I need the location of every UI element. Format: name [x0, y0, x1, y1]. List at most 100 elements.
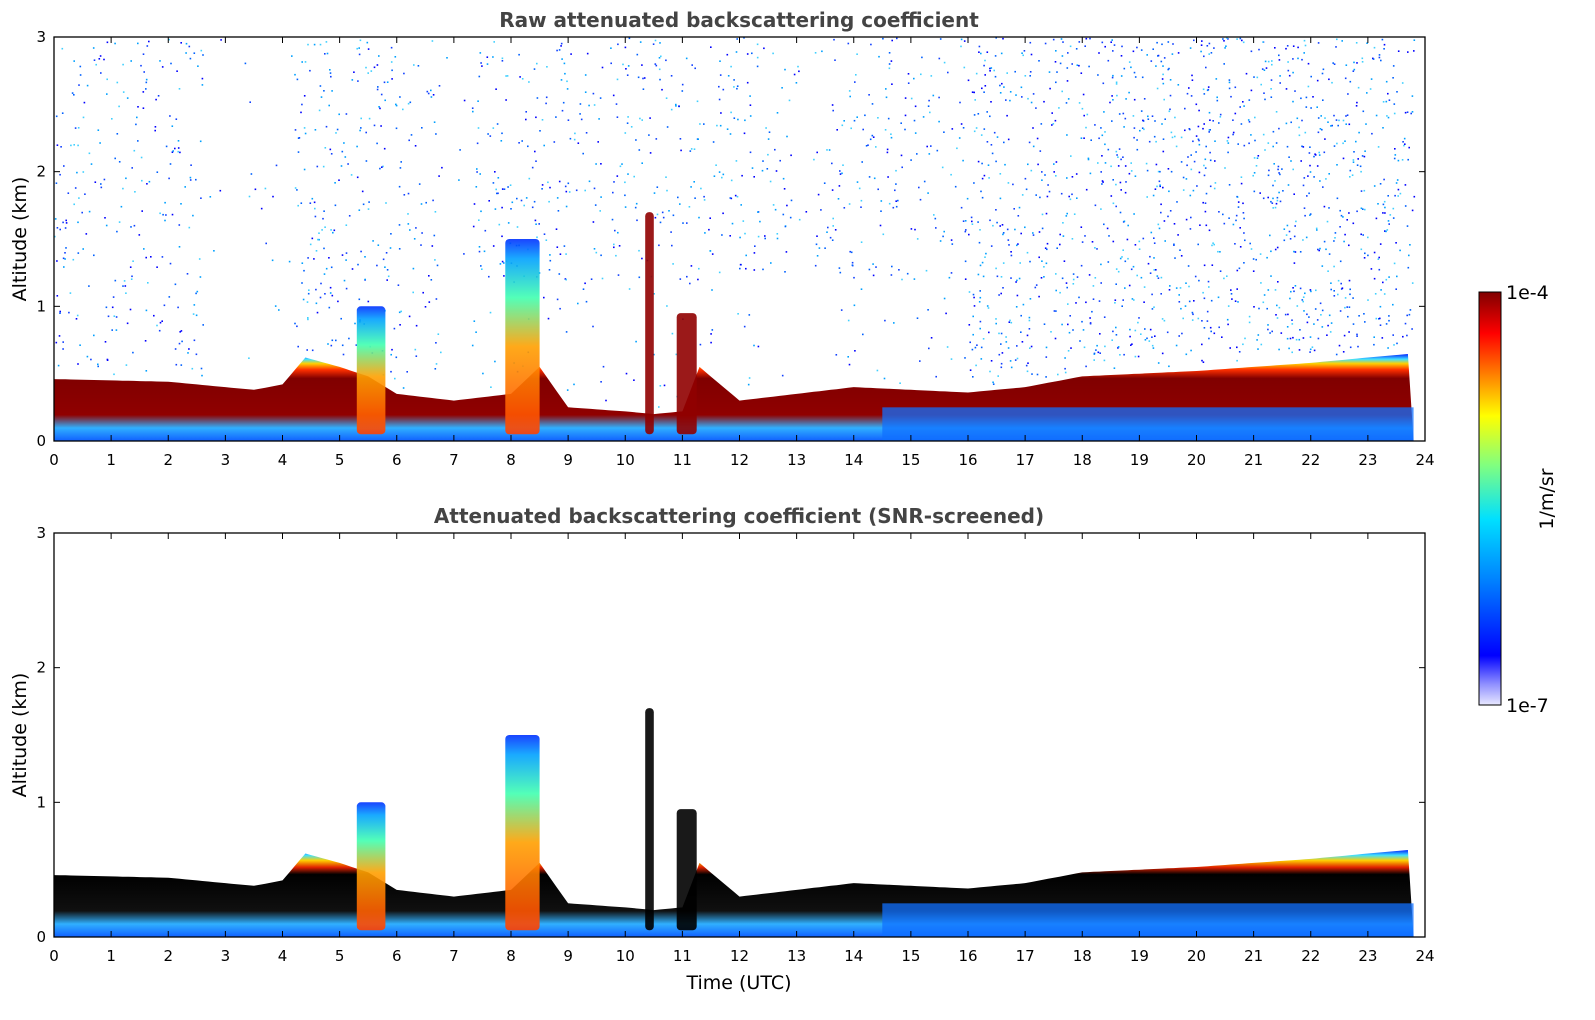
noise-pixel [625, 68, 627, 70]
noise-pixel [617, 274, 620, 276]
noise-pixel [793, 73, 796, 76]
noise-pixel [248, 195, 251, 198]
noise-pixel [1289, 238, 1292, 240]
noise-pixel [366, 41, 369, 44]
noise-pixel [739, 33, 741, 35]
noise-pixel [599, 210, 601, 212]
noise-pixel [1214, 160, 1216, 162]
noise-pixel [1191, 311, 1194, 314]
noise-pixel [199, 276, 202, 278]
noise-pixel [1234, 243, 1236, 245]
noise-pixel [1121, 305, 1123, 307]
noise-pixel [916, 238, 919, 240]
noise-pixel [1175, 287, 1178, 289]
noise-pixel [1001, 352, 1004, 354]
noise-pixel [665, 97, 668, 99]
noise-pixel [1331, 81, 1333, 84]
noise-pixel [82, 116, 85, 119]
noise-pixel [884, 319, 886, 322]
noise-pixel [1231, 298, 1233, 300]
noise-pixel [531, 206, 534, 209]
noise-pixel [1351, 174, 1354, 176]
noise-pixel [1349, 288, 1351, 291]
noise-pixel [57, 364, 60, 367]
noise-pixel [1140, 333, 1142, 335]
noise-pixel [488, 200, 490, 202]
noise-pixel [1143, 286, 1146, 288]
noise-pixel [1360, 170, 1362, 173]
noise-pixel [329, 292, 332, 294]
noise-pixel [1328, 78, 1330, 81]
noise-pixel [1113, 44, 1116, 46]
noise-pixel [1310, 107, 1312, 109]
noise-pixel [125, 292, 127, 294]
noise-pixel [543, 144, 545, 147]
noise-pixel [990, 67, 993, 69]
noise-pixel [709, 250, 712, 252]
noise-pixel [1088, 274, 1091, 276]
noise-pixel [507, 186, 509, 188]
noise-pixel [1227, 38, 1229, 40]
noise-pixel [559, 307, 561, 310]
noise-pixel [805, 211, 808, 213]
x-tick-label: 23 [1358, 451, 1377, 469]
noise-pixel [579, 113, 581, 115]
noise-pixel [471, 107, 474, 109]
noise-pixel [1029, 41, 1032, 44]
noise-pixel [615, 254, 617, 257]
noise-pixel [1345, 123, 1347, 125]
noise-pixel [1278, 59, 1281, 61]
noise-pixel [76, 314, 79, 317]
noise-pixel [1010, 251, 1012, 253]
noise-pixel [1158, 227, 1161, 230]
noise-pixel [958, 137, 961, 139]
noise-pixel [1291, 323, 1294, 325]
noise-pixel [638, 149, 641, 151]
noise-pixel [421, 232, 423, 234]
noise-pixel [54, 218, 57, 220]
noise-pixel [1117, 270, 1120, 273]
noise-pixel [878, 55, 880, 58]
noise-pixel [1147, 118, 1150, 120]
noise-pixel [1278, 54, 1280, 57]
noise-pixel [1316, 106, 1318, 108]
noise-pixel [976, 344, 978, 346]
noise-pixel [1106, 227, 1109, 230]
noise-pixel [446, 57, 448, 59]
noise-pixel [1186, 164, 1188, 167]
noise-pixel [431, 40, 434, 42]
noise-pixel [1133, 127, 1136, 129]
noise-pixel [533, 68, 536, 70]
noise-pixel [178, 224, 181, 226]
noise-pixel [1253, 190, 1256, 193]
noise-pixel [1322, 186, 1324, 188]
noise-pixel [1346, 114, 1349, 116]
noise-pixel [1198, 139, 1200, 142]
noise-pixel [353, 71, 355, 73]
noise-pixel [543, 296, 545, 299]
noise-pixel [877, 117, 879, 119]
noise-pixel [893, 322, 895, 324]
noise-pixel [412, 291, 414, 294]
noise-pixel [1235, 219, 1237, 222]
noise-pixel [658, 68, 661, 71]
noise-pixel [260, 207, 263, 210]
noise-pixel [928, 347, 930, 350]
noise-pixel [1333, 265, 1335, 268]
noise-pixel [472, 110, 474, 113]
noise-pixel [914, 105, 917, 108]
noise-pixel [656, 186, 659, 188]
noise-pixel [1123, 353, 1125, 356]
noise-pixel [666, 305, 668, 307]
noise-pixel [492, 245, 495, 247]
noise-pixel [982, 275, 985, 278]
noise-pixel [1310, 75, 1312, 78]
noise-pixel [432, 199, 434, 202]
noise-pixel [1307, 34, 1309, 36]
noise-pixel [1353, 151, 1355, 153]
noise-pixel [1230, 289, 1232, 291]
noise-pixel [463, 99, 466, 102]
noise-pixel [1293, 262, 1296, 264]
noise-pixel [1257, 155, 1260, 157]
noise-pixel [1073, 34, 1075, 36]
